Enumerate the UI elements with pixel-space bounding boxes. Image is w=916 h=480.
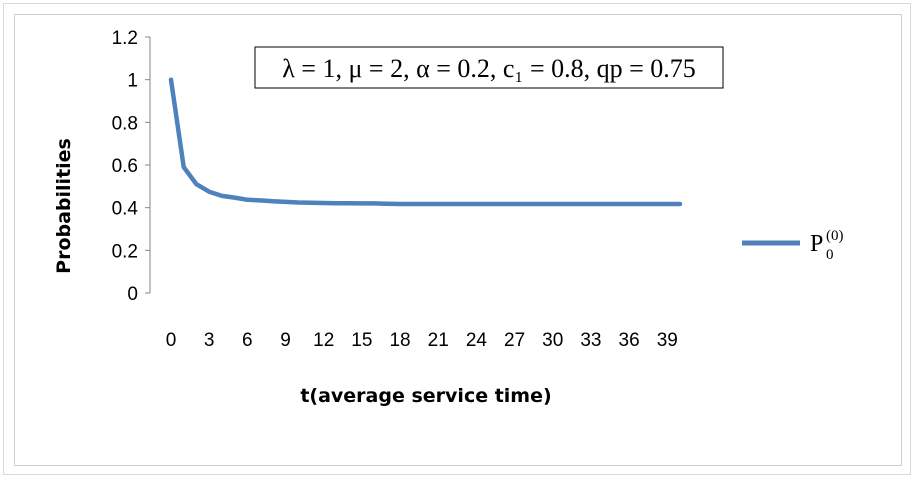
x-tick-label: 9 <box>280 330 291 351</box>
x-tick-label: 18 <box>389 330 410 351</box>
legend-entry-p0: P (0) 0 <box>810 228 844 263</box>
annotation-box <box>254 46 724 89</box>
plot-area: 00.20.40.60.811.20 3 6 9 12 15 18 21 24 27 30 33 36 3… <box>112 28 683 351</box>
y-tick-label: 1 <box>127 71 138 92</box>
chart-area-frame <box>14 14 902 466</box>
y-axis-title: Probabilities <box>53 138 75 274</box>
parameter-annotation: λ = 1, μ = 2, α = 0.2, c₁ = 0.8, qp = 0.… <box>282 54 696 83</box>
y-tick-label: 0.4 <box>112 199 139 220</box>
x-axis-title: t(average service time) <box>300 385 551 407</box>
series-line-p0 <box>168 77 683 207</box>
x-tick-label: 36 <box>619 330 640 351</box>
legend-label-main: P <box>810 231 823 257</box>
y-tick-label: 0.2 <box>112 241 138 262</box>
x-tick-label: 3 <box>204 330 215 351</box>
legend-label-subscript: 0 <box>826 247 834 263</box>
y-tick-label: 0 <box>127 284 138 305</box>
x-tick-label: 33 <box>580 330 601 351</box>
x-tick-label: 21 <box>428 330 449 351</box>
y-tick-label: 0.6 <box>112 156 138 177</box>
x-tick-label: 6 <box>242 330 253 351</box>
x-tick-label: 30 <box>542 330 563 351</box>
x-tick-label: 24 <box>466 330 488 351</box>
x-tick-label: 0 <box>166 330 177 351</box>
legend-label-superscript: (0) <box>826 228 844 244</box>
x-tick-label: 12 <box>313 330 334 351</box>
y-tick-label: 1.2 <box>112 28 138 49</box>
x-tick-label: 39 <box>657 330 678 351</box>
x-tick-label: 15 <box>351 330 372 351</box>
y-tick-label: 0.8 <box>112 113 138 134</box>
x-tick-label: 27 <box>504 330 525 351</box>
